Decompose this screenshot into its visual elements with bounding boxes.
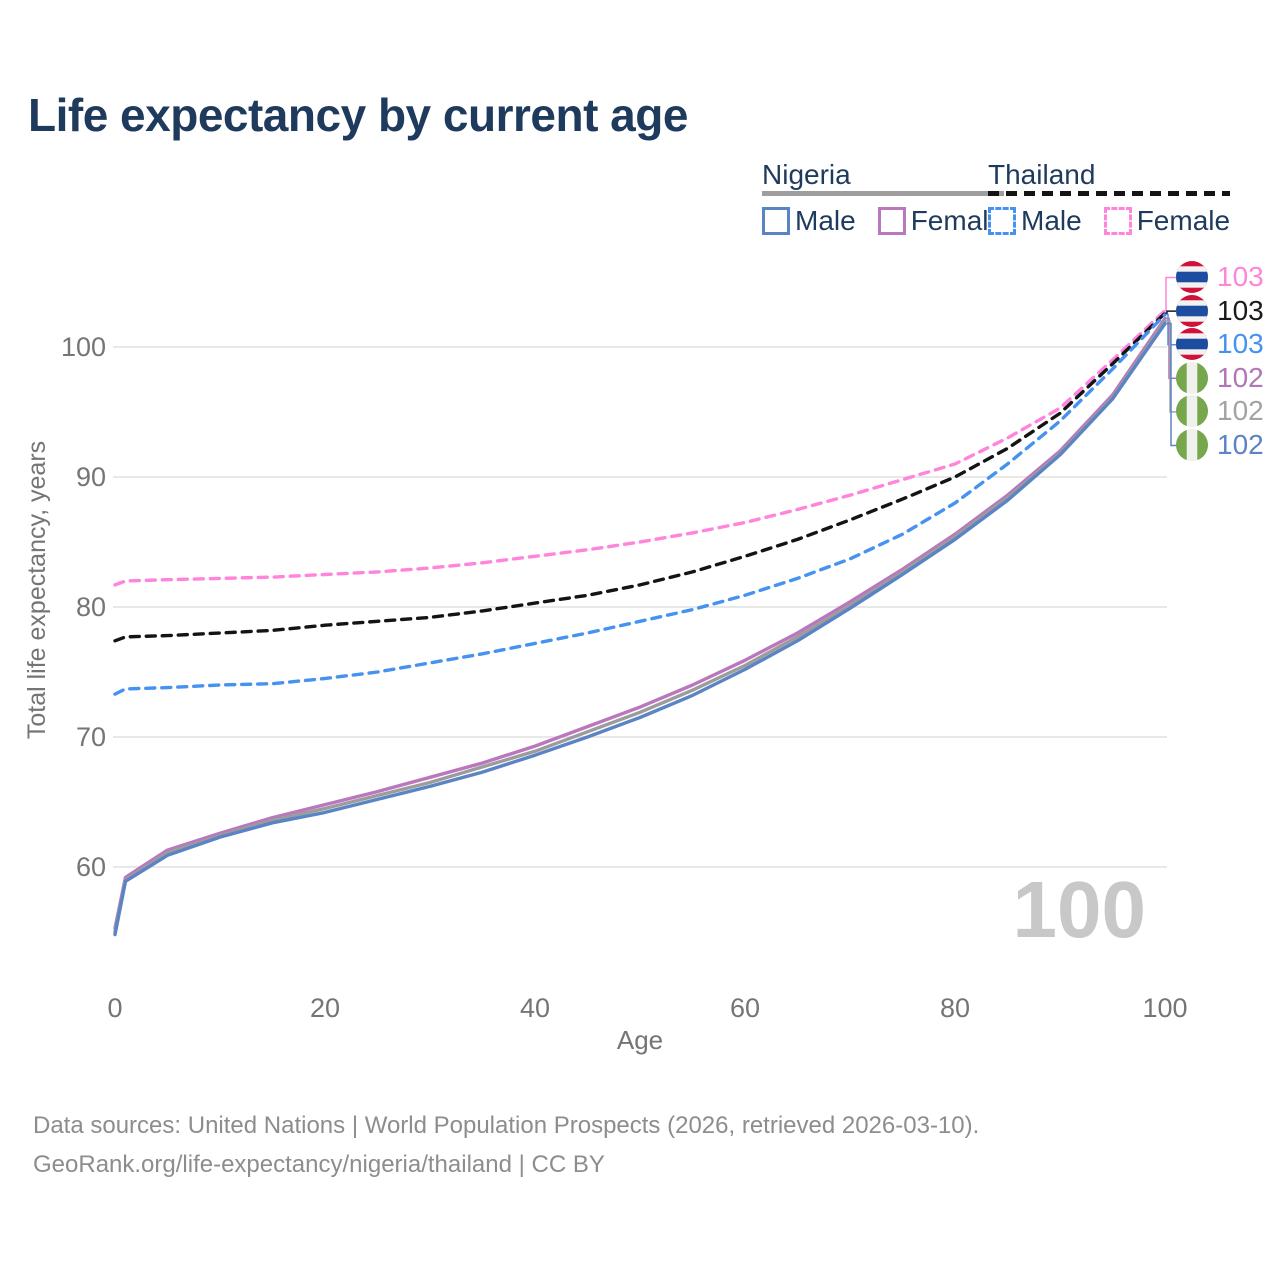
legend-group-nigeria: Nigeria Male Female [762, 159, 1005, 237]
source-line-2: GeoRank.org/life-expectancy/nigeria/thai… [33, 1151, 605, 1178]
series-line-nigeria_male [113, 321, 1167, 937]
end-label-thailand_female: 103 [1176, 261, 1264, 293]
legend-swatch-thailand-female [1103, 207, 1132, 235]
thailand-flag-icon [1176, 261, 1208, 293]
series-line-nigeria_female [113, 316, 1167, 930]
legend-swatch-thailand-male [988, 207, 1016, 235]
x-tick-20: 20 [310, 993, 340, 1023]
nigeria-flag-icon [1176, 429, 1208, 461]
legend: Nigeria Male Female Thailand Male Female [0, 160, 1280, 250]
x-axis-title: Age [617, 1025, 663, 1055]
legend-swatch-nigeria-female [877, 207, 906, 235]
y-tick-80: 80 [76, 592, 106, 622]
legend-item-thailand-male[interactable]: Male [988, 205, 1082, 237]
end-connector-nigeria_female [1165, 317, 1176, 380]
y-tick-60: 60 [76, 852, 106, 882]
end-value-nigeria_total: 102 [1217, 395, 1264, 427]
legend-country-label: Nigeria [762, 159, 851, 190]
nigeria-flag-icon [1176, 361, 1208, 394]
nigeria-flag-icon [1176, 395, 1208, 428]
y-tick-70: 70 [76, 722, 106, 752]
x-tick-100: 100 [1142, 993, 1187, 1023]
legend-country-underline [988, 191, 1231, 196]
end-label-nigeria_total: 102 [1176, 395, 1264, 428]
legend-country-underline [762, 191, 1005, 196]
legend-country-label: Thailand [988, 159, 1096, 190]
end-label-nigeria_male: 102 [1176, 429, 1264, 461]
series-line-thailand_male [113, 312, 1167, 696]
x-tick-60: 60 [730, 993, 760, 1023]
source-footer: Data sources: United Nations | World Pop… [33, 1106, 979, 1184]
series-line-thailand_female [113, 308, 1167, 587]
end-connector-thailand_male [1165, 313, 1176, 346]
thailand-flag-icon [1176, 328, 1208, 361]
end-value-thailand_female: 103 [1217, 261, 1264, 292]
end-label-nigeria_female: 102 [1176, 361, 1264, 394]
page-title: Life expectancy by current age [28, 89, 688, 141]
legend-group-thailand: Thailand Male Female [988, 159, 1231, 237]
x-tick-0: 0 [107, 993, 122, 1023]
end-label-thailand_male: 103 [1176, 328, 1264, 361]
y-tick-100: 100 [61, 332, 106, 362]
x-tick-40: 40 [520, 993, 550, 1023]
series-line-thailand_total [113, 311, 1167, 643]
end-connector-nigeria_male [1165, 322, 1176, 447]
y-tick-90: 90 [76, 462, 106, 492]
end-connector-thailand_total [1165, 310, 1176, 314]
age-counter: 100 [1012, 865, 1146, 954]
end-value-nigeria_male: 102 [1217, 429, 1264, 460]
legend-label: Female [1136, 205, 1231, 236]
end-value-thailand_male: 103 [1217, 328, 1264, 360]
end-value-nigeria_female: 102 [1217, 361, 1264, 393]
legend-label: Male [795, 205, 856, 236]
end-label-thailand_total: 103 [1176, 294, 1264, 327]
source-line-1: Data sources: United Nations | World Pop… [33, 1112, 980, 1139]
end-value-thailand_total: 103 [1217, 294, 1264, 326]
legend-item-nigeria-female[interactable]: Female [877, 205, 1004, 237]
end-connector-nigeria_total [1165, 320, 1176, 413]
legend-item-nigeria-male[interactable]: Male [762, 205, 856, 237]
legend-item-thailand-female[interactable]: Female [1103, 205, 1231, 237]
legend-swatch-nigeria-male [762, 207, 790, 235]
y-axis-title: Total life expectancy, years [23, 441, 51, 739]
legend-label: Male [1021, 205, 1082, 236]
end-connector-thailand_female [1165, 276, 1176, 312]
thailand-flag-icon [1176, 294, 1208, 327]
x-tick-80: 80 [940, 993, 970, 1023]
series-line-nigeria_total [113, 319, 1167, 934]
